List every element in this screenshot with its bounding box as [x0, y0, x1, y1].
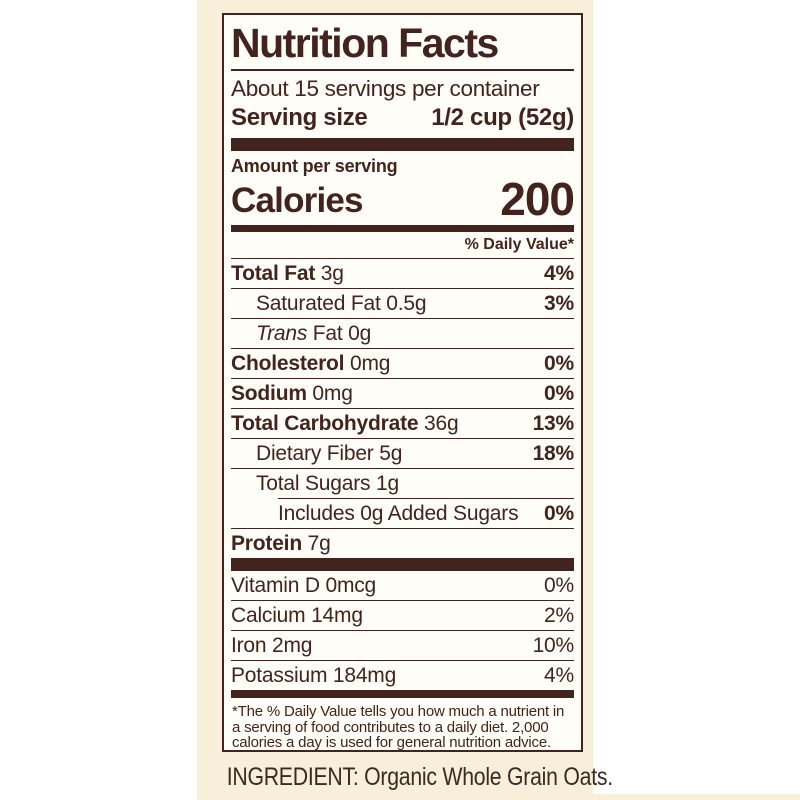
nutrient-rows: Total Fat 3g 4% Saturated Fat 0.5g 3% Trans … — [231, 258, 574, 558]
ingredient-statement: INGREDIENT: Organic Whole Grain Oats. — [226, 763, 613, 791]
vitamin-name: Vitamin D 0mcg — [231, 573, 377, 597]
title-divider — [231, 69, 574, 71]
nutrient-row: Total Sugars 1g — [231, 468, 574, 498]
nutrient-daily-value: 3% — [544, 291, 574, 315]
nutrient-name: Total Fat 3g — [231, 261, 344, 285]
vitamin-daily-value: 0% — [544, 573, 574, 597]
nutrient-row: Trans Fat 0g — [231, 318, 574, 348]
product-panel: Nutrition Facts About 15 servings per co… — [197, 0, 613, 800]
serving-size-row: Serving size 1/2 cup (52g) — [231, 103, 574, 138]
nutrition-facts-title: Nutrition Facts — [231, 20, 499, 66]
serving-size-label: Serving size — [231, 104, 368, 131]
nutrient-row: Includes 0g Added Sugars 0% — [278, 498, 574, 528]
nutrient-daily-value: 13% — [532, 411, 575, 435]
footnote-bar — [231, 690, 574, 698]
nutrient-daily-value: 0% — [544, 381, 574, 405]
vitamin-daily-value: 10% — [532, 633, 575, 657]
servings-per-container: About 15 servings per container — [231, 76, 540, 101]
nutrient-name: Sodium 0mg — [231, 381, 353, 405]
footnote-line: calories a day is used for general nutri… — [232, 734, 551, 751]
footnote-line: *The % Daily Value tells you how much a … — [232, 703, 565, 720]
nutrient-row: Dietary Fiber 5g 18% — [231, 438, 574, 468]
nutrient-name: Dietary Fiber 5g — [256, 441, 403, 465]
nutrient-row: Saturated Fat 0.5g 3% — [231, 288, 574, 318]
vitamin-row: Potassium 184mg 4% — [231, 660, 574, 690]
section-bar-medium — [231, 225, 574, 232]
nutrient-name: Cholesterol 0mg — [231, 351, 391, 375]
nutrient-name: Includes 0g Added Sugars — [278, 501, 519, 525]
section-bar-thick-bottom — [231, 558, 574, 571]
serving-size-value: 1/2 cup (52g) — [431, 104, 574, 131]
vitamin-name: Calcium 14mg — [231, 603, 363, 627]
calories-row: Calories 200 — [231, 173, 575, 225]
nutrition-facts-label: Nutrition Facts About 15 servings per co… — [222, 13, 583, 752]
vitamin-row: Iron 2mg 10% — [231, 630, 574, 660]
nutrient-name: Saturated Fat 0.5g — [256, 291, 427, 315]
calories-label: Calories — [231, 181, 364, 220]
vitamin-daily-value: 2% — [544, 603, 574, 627]
vitamin-name: Potassium 184mg — [231, 663, 397, 687]
calories-value: 200 — [500, 173, 575, 225]
next-section-sliver — [593, 794, 800, 800]
nutrient-row: Cholesterol 0mg 0% — [231, 348, 574, 378]
daily-value-footnote: *The % Daily Value tells you how much a … — [231, 698, 574, 751]
nutrient-row: Total Carbohydrate 36g 13% — [231, 408, 574, 438]
nutrient-daily-value: 4% — [544, 261, 574, 285]
vitamin-row: Vitamin D 0mcg 0% — [231, 571, 574, 600]
nutrient-daily-value: 0% — [544, 351, 574, 375]
vitamin-row: Calcium 14mg 2% — [231, 600, 574, 630]
nutrient-row: Protein 7g — [231, 528, 574, 558]
vitamin-name: Iron 2mg — [231, 633, 313, 657]
vitamin-rows: Vitamin D 0mcg 0% Calcium 14mg 2% Iron 2mg 10… — [231, 571, 574, 690]
nutrient-name: Protein 7g — [231, 531, 331, 555]
section-bar-thick-top — [231, 138, 574, 151]
nutrient-row: Total Fat 3g 4% — [231, 258, 574, 288]
nutrient-daily-value: 0% — [544, 501, 574, 525]
footnote-line: a serving of food contributes to a daily… — [232, 718, 549, 736]
nutrient-daily-value: 18% — [532, 441, 575, 465]
amount-per-serving-label: Amount per serving — [231, 156, 398, 176]
nutrient-row: Sodium 0mg 0% — [231, 378, 574, 408]
vitamin-daily-value: 4% — [544, 663, 574, 687]
daily-value-header: % Daily Value* — [464, 236, 574, 253]
nutrient-name: Total Sugars 1g — [256, 471, 399, 495]
nutrient-name: Total Carbohydrate 36g — [231, 411, 459, 435]
nutrient-name: Trans Fat 0g — [256, 321, 372, 345]
